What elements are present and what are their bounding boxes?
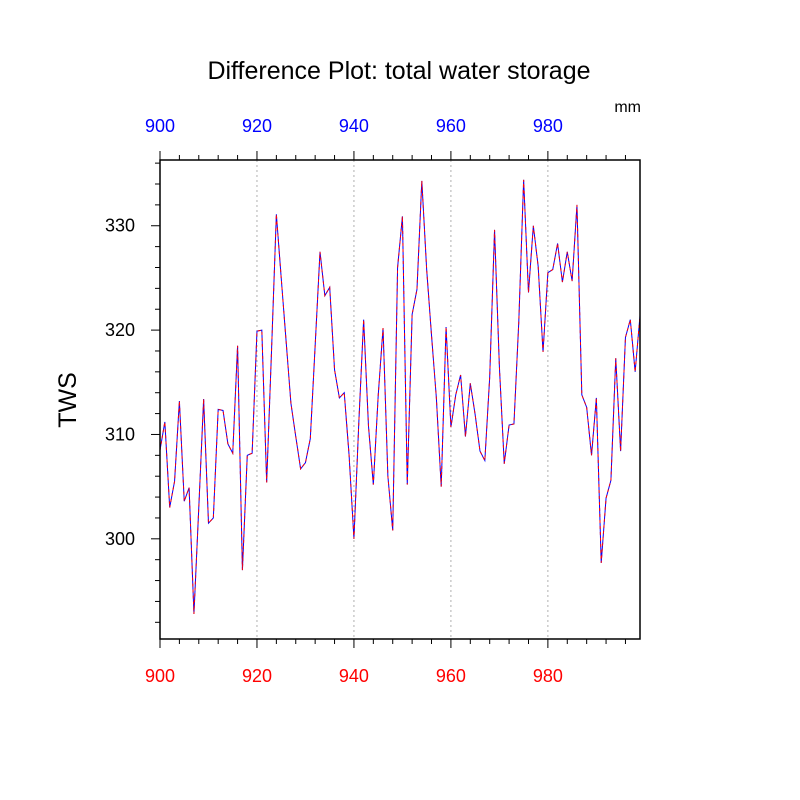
series-lines [159,179,641,614]
units-label: mm [614,99,641,116]
x-tick-label-bottom: 960 [436,666,466,686]
x-tick-label-bottom: 980 [533,666,563,686]
y-tick-label: 330 [105,216,135,236]
series-line-overlay [159,179,641,614]
plot-frame [159,159,641,640]
series-line-base [159,179,641,614]
x-tick-label-top: 980 [533,116,563,136]
x-tick-label-top: 900 [145,116,175,136]
x-tick-label-top: 960 [436,116,466,136]
x-tick-label-bottom: 900 [145,666,175,686]
tick-labels: 900 900 920 920 940 940 960 960 980 980 300 310 320 3… [105,116,563,686]
x-tick-label-top: 940 [339,116,369,136]
y-tick-label: 320 [105,320,135,340]
axis-ticks [151,151,626,648]
x-tick-label-bottom: 920 [242,666,272,686]
y-tick-label: 310 [105,424,135,444]
y-tick-label: 300 [105,529,135,549]
x-tick-label-top: 920 [242,116,272,136]
chart-title: Difference Plot: total water storage [207,57,590,85]
x-tick-label-bottom: 940 [339,666,369,686]
y-axis-label: TWS [54,372,82,428]
